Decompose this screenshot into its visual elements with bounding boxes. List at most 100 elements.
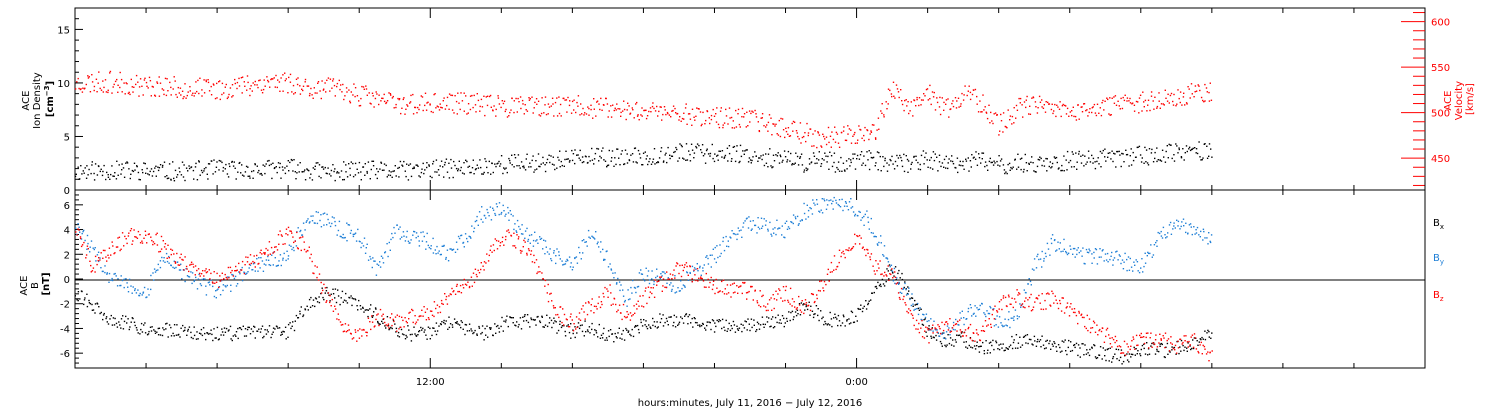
bx-point	[94, 303, 97, 305]
density-point	[611, 150, 614, 152]
density-point	[325, 172, 327, 174]
bz-point	[675, 265, 677, 267]
velocity-point	[280, 77, 282, 79]
by-point	[586, 245, 588, 247]
density-point	[958, 164, 960, 166]
bx-point	[146, 334, 149, 336]
density-point	[272, 162, 274, 164]
by-point	[277, 264, 279, 267]
bz-point	[467, 281, 469, 283]
bx-point	[574, 326, 576, 328]
velocity-point	[805, 140, 807, 143]
density-axis-unit-sup: −3	[43, 85, 51, 96]
bz-point	[331, 298, 333, 301]
by-point	[655, 276, 657, 279]
by-point	[585, 241, 587, 243]
bx-point	[386, 316, 389, 318]
by-point	[635, 291, 637, 294]
bz-point	[174, 262, 177, 264]
velocity-point	[350, 91, 352, 93]
velocity-point	[1078, 118, 1080, 120]
by-point	[1085, 248, 1088, 251]
bx-point	[485, 334, 487, 336]
bz-point	[637, 300, 639, 302]
density-point	[1012, 166, 1014, 168]
bx-point	[585, 331, 587, 333]
velocity-point	[236, 87, 238, 90]
density-point	[1140, 161, 1143, 163]
velocity-point	[263, 79, 265, 81]
by-point	[376, 263, 378, 265]
density-point	[157, 169, 160, 172]
velocity-point	[178, 92, 180, 94]
velocity-point	[334, 95, 336, 97]
velocity-point	[540, 112, 543, 115]
density-point	[241, 164, 243, 166]
density-point	[943, 166, 945, 168]
bx-point	[963, 341, 965, 343]
bx-point	[542, 326, 544, 328]
by-point	[540, 237, 543, 240]
velocity-point	[1061, 105, 1064, 107]
by-point	[646, 275, 649, 277]
density-point	[207, 178, 209, 180]
density-point	[100, 168, 102, 170]
b-axis-tick-label: -4	[60, 324, 70, 335]
bz-point	[483, 269, 485, 271]
bx-point	[371, 316, 374, 318]
density-point	[610, 160, 612, 162]
density-point	[1168, 143, 1170, 146]
velocity-point	[1204, 100, 1206, 102]
velocity-point	[149, 80, 152, 82]
bz-point	[228, 277, 230, 279]
velocity-point	[472, 106, 474, 109]
bz-point	[285, 228, 288, 230]
by-point	[735, 233, 737, 236]
bx-point	[553, 317, 555, 319]
density-point	[333, 170, 335, 173]
by-point	[236, 283, 239, 285]
density-point	[1132, 159, 1135, 162]
bz-point	[610, 304, 612, 306]
velocity-point	[916, 98, 918, 101]
density-point	[232, 165, 235, 167]
density-point	[733, 145, 736, 148]
bx-point	[156, 331, 158, 333]
by-point	[1095, 248, 1098, 251]
density-point	[786, 161, 788, 163]
velocity-point	[809, 128, 812, 130]
velocity-point	[1129, 102, 1132, 104]
bx-point	[772, 316, 774, 318]
velocity-point	[418, 108, 420, 111]
bz-point	[259, 251, 261, 254]
density-point	[623, 163, 626, 165]
bx-point	[473, 331, 475, 334]
by-point	[864, 213, 866, 216]
velocity-point	[375, 91, 377, 93]
by-point	[876, 243, 879, 245]
bx-point	[751, 326, 753, 329]
by-point	[1033, 258, 1036, 260]
by-point	[241, 279, 244, 282]
velocity-point	[223, 92, 225, 94]
bx-point	[1035, 345, 1038, 347]
bx-point	[835, 316, 837, 319]
bx-point	[960, 332, 963, 334]
density-point	[529, 162, 531, 164]
density-point	[820, 163, 823, 165]
bz-point	[583, 311, 585, 313]
velocity-point	[78, 87, 80, 90]
bx-point	[1067, 346, 1069, 349]
by-point	[946, 325, 949, 327]
density-point	[167, 177, 170, 179]
density-point	[624, 149, 627, 151]
velocity-point	[812, 133, 814, 135]
density-point	[1208, 155, 1210, 157]
velocity-point	[329, 78, 332, 80]
by-point	[524, 237, 526, 239]
bx-point	[259, 331, 262, 333]
density-point	[349, 174, 351, 176]
velocity-point	[210, 85, 212, 88]
velocity-point	[600, 97, 602, 100]
bx-point	[799, 314, 802, 316]
